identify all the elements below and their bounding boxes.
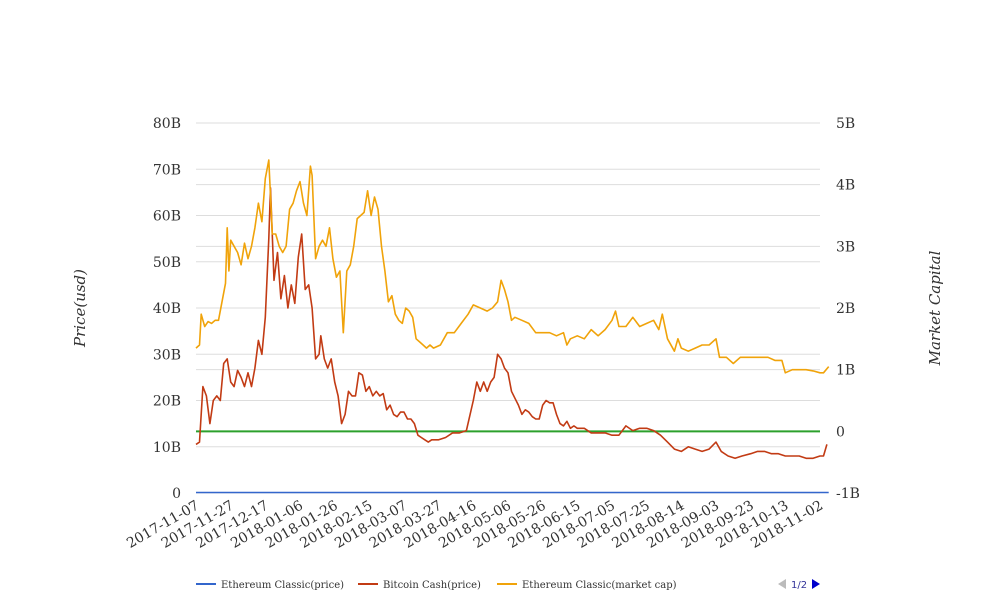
legend-label[interactable]: Ethereum Classic(price): [221, 580, 344, 591]
grid-layer: [196, 122, 820, 494]
y2-tick-label: -1B: [836, 486, 860, 502]
y2-tick-label: 1B: [836, 363, 855, 379]
y-tick-label: 70B: [153, 162, 181, 178]
y-tick-label: 30B: [153, 347, 181, 363]
y-tick-label: 50B: [153, 255, 181, 271]
y-axis-ticks: 0 10B 20B 30B 40B 50B 60B 70B 80B: [153, 116, 181, 502]
pager-next-icon[interactable]: [812, 579, 820, 589]
y2-tick-label: 0: [836, 424, 845, 440]
y-tick-label: 10B: [153, 440, 181, 456]
legend: Ethereum Classic(price) Bitcoin Cash(pric…: [196, 580, 677, 591]
y-tick-label: 40B: [153, 301, 181, 317]
series-layer: [195, 159, 830, 494]
series-line: [195, 187, 828, 460]
legend-pager[interactable]: 1/2: [778, 579, 820, 591]
y-axis-title: Price(usd): [71, 269, 89, 348]
series-line: [195, 159, 830, 374]
y2-axis-ticks: -1B 0 1B 2B 3B 4B 5B: [836, 116, 860, 502]
y-tick-label: 0: [172, 486, 181, 502]
x-axis-ticks: 2017-11-072017-11-272017-12-172018-01-06…: [124, 498, 826, 552]
y2-tick-label: 5B: [836, 116, 855, 132]
legend-label[interactable]: Ethereum Classic(market cap): [522, 580, 677, 591]
y2-axis-title: Market Capital: [926, 250, 944, 366]
y-tick-label: 20B: [153, 394, 181, 410]
pager-prev-icon[interactable]: [778, 579, 786, 589]
pager-label: 1/2: [791, 580, 807, 591]
legend-label[interactable]: Bitcoin Cash(price): [383, 580, 481, 591]
y2-tick-label: 3B: [836, 239, 855, 255]
y2-tick-label: 2B: [836, 301, 855, 317]
y-tick-label: 60B: [153, 209, 181, 225]
y2-tick-label: 4B: [836, 178, 855, 194]
y-tick-label: 80B: [153, 116, 181, 132]
